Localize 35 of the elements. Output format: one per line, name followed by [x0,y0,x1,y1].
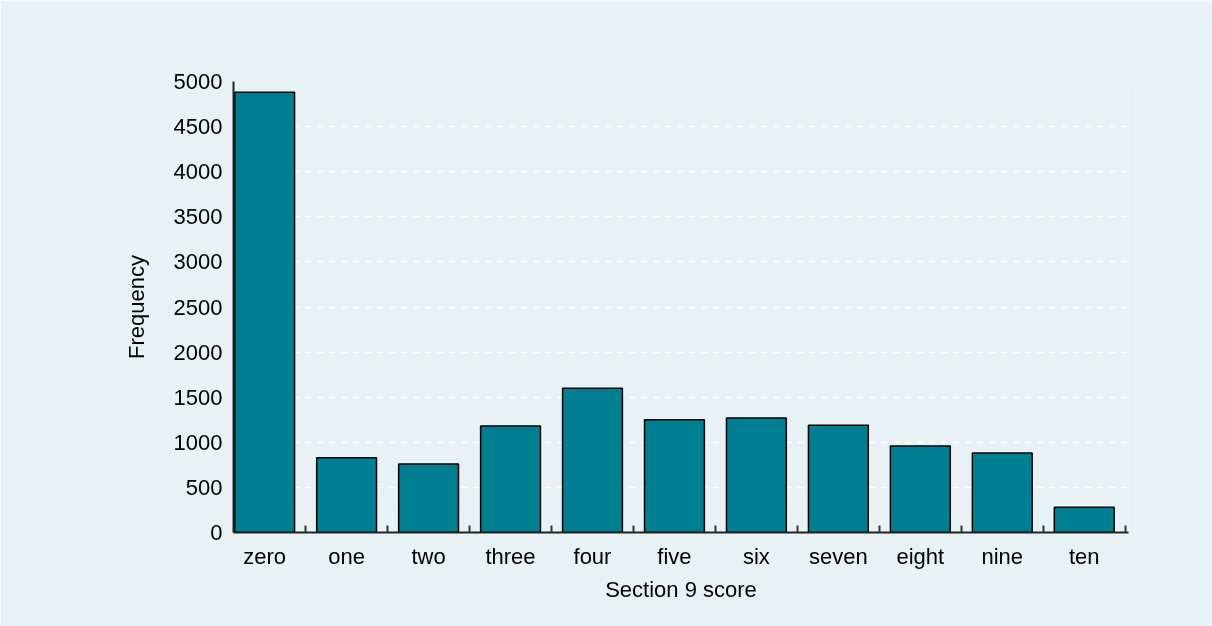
y-tick-label: 2000 [173,339,223,365]
bar [479,425,542,533]
bar [397,463,460,533]
bar [233,91,296,533]
bar [561,387,624,533]
x-tick-label: six [742,543,770,569]
x-tick-label: nine [981,543,1024,569]
y-tick-label: 3000 [173,249,223,275]
x-tick-label: zero [243,543,287,569]
x-tick-label: ten [1068,543,1100,569]
x-tick-label: five [657,543,692,569]
x-tick-label: three [485,543,536,569]
bar [807,424,870,533]
x-tick-label: one [328,543,365,569]
bar [889,445,951,533]
bar [725,417,788,533]
y-tick-label: 1500 [173,384,223,410]
y-tick-label: 3500 [173,204,223,230]
x-axis-title: Section 9 score [605,576,757,602]
y-tick-label: 4500 [173,114,223,140]
bar [1053,506,1115,533]
y-axis-title: Frequency [123,255,149,359]
x-tick-label: two [411,543,446,569]
y-tick-label: 5000 [173,69,223,94]
y-tick-label: 0 [210,520,223,545]
bar [315,456,378,533]
bar [643,419,706,533]
bar [971,452,1033,533]
y-tick-label: 2500 [173,294,223,320]
x-tick-label: seven [809,543,868,569]
x-tick-label: eight [896,543,945,569]
y-tick-label: 500 [185,474,223,500]
y-tick-label: 1000 [173,429,223,455]
y-tick-label: 4000 [173,159,223,185]
x-tick-label: four [573,543,612,569]
